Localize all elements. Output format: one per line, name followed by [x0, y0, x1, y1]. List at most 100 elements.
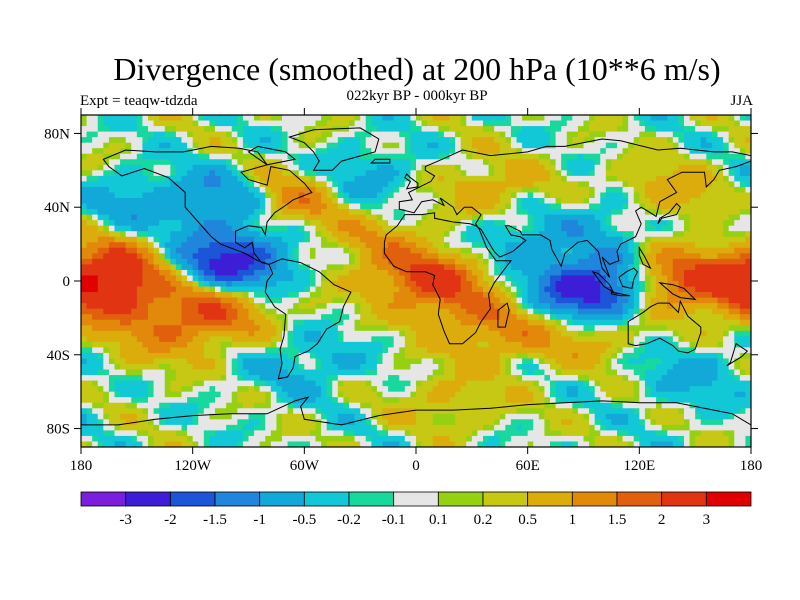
field-cell [220, 341, 227, 348]
field-cell [220, 220, 227, 227]
field-cell [248, 192, 255, 199]
field-cell [695, 214, 702, 221]
field-cell [488, 153, 495, 160]
field-cell [600, 319, 607, 326]
field-cell [555, 236, 562, 243]
field-cell [270, 247, 278, 254]
field-cell [628, 225, 635, 232]
field-cell [522, 247, 529, 254]
field-cell [136, 131, 144, 138]
field-cell [455, 258, 462, 265]
field-cell [734, 303, 741, 310]
field-cell [689, 308, 696, 315]
field-cell [388, 325, 395, 332]
field-cell [81, 159, 88, 166]
field-cell [175, 258, 183, 265]
field-cell [293, 120, 300, 127]
field-cell [689, 164, 696, 171]
field-cell [86, 170, 93, 177]
field-cell [527, 220, 534, 227]
field-cell [421, 303, 428, 310]
field-cell [700, 131, 707, 138]
field-cell [656, 186, 663, 194]
field-cell [689, 198, 696, 205]
field-cell [695, 319, 702, 326]
field-cell [388, 253, 395, 260]
field-cell [382, 336, 389, 343]
field-cell [242, 164, 250, 171]
field-cell [81, 115, 88, 122]
field-cell [265, 170, 272, 177]
field-cell [108, 253, 116, 260]
field-cell [192, 253, 199, 260]
field-cell [488, 120, 495, 127]
field-cell [538, 220, 546, 227]
field-cell [550, 170, 557, 177]
field-cell [192, 231, 199, 238]
field-cell [689, 319, 696, 326]
field-cell [270, 203, 278, 210]
field-cell [175, 115, 183, 122]
field-cell [533, 264, 540, 271]
field-cell [488, 330, 495, 337]
field-cell [393, 192, 400, 199]
field-cell [533, 247, 540, 254]
field-cell [639, 297, 646, 304]
field-cell [170, 236, 177, 243]
field-cell [745, 275, 751, 282]
field-cell [734, 192, 741, 199]
field-cell [483, 181, 490, 188]
field-cell [376, 198, 384, 205]
field-cell [148, 153, 155, 160]
field-cell [622, 159, 629, 166]
field-cell [410, 159, 417, 166]
field-cell [572, 253, 579, 260]
field-cell [516, 247, 523, 254]
field-cell [304, 148, 311, 155]
field-cell [505, 281, 512, 288]
field-cell [159, 286, 166, 293]
field-cell [81, 198, 88, 205]
field-cell [175, 203, 183, 210]
field-cell [215, 159, 222, 166]
field-cell [81, 164, 88, 171]
field-cell [533, 137, 540, 144]
field-cell [86, 148, 93, 155]
field-cell [499, 131, 506, 138]
field-cell [332, 120, 339, 127]
field-cell [226, 281, 233, 288]
field-cell [700, 203, 707, 210]
field-cell [594, 164, 601, 171]
field-cell [600, 231, 607, 238]
field-cell [125, 164, 132, 171]
field-cell [254, 137, 261, 144]
field-cell [589, 253, 596, 260]
field-cell [561, 142, 568, 149]
field-cell [120, 286, 127, 293]
field-cell [309, 336, 317, 343]
field-cell [254, 319, 261, 326]
field-cell [483, 258, 490, 265]
field-cell [471, 247, 479, 254]
field-cell [354, 120, 361, 127]
field-cell [349, 175, 356, 182]
field-cell [589, 192, 596, 199]
field-cell [376, 286, 384, 293]
field-cell [661, 269, 668, 277]
field-cell [550, 126, 557, 133]
field-cell [600, 308, 607, 315]
field-cell [309, 164, 317, 171]
field-cell [711, 303, 719, 310]
field-cell [309, 281, 317, 288]
field-cell [192, 236, 199, 243]
field-cell [81, 264, 88, 271]
field-cell [159, 214, 166, 221]
field-cell [332, 341, 339, 348]
field-cell [583, 253, 590, 260]
field-cell [734, 198, 741, 205]
field-cell [416, 198, 423, 205]
field-cell [371, 341, 378, 348]
field-cell [505, 148, 512, 155]
field-cell [298, 297, 305, 304]
field-cell [175, 120, 183, 127]
